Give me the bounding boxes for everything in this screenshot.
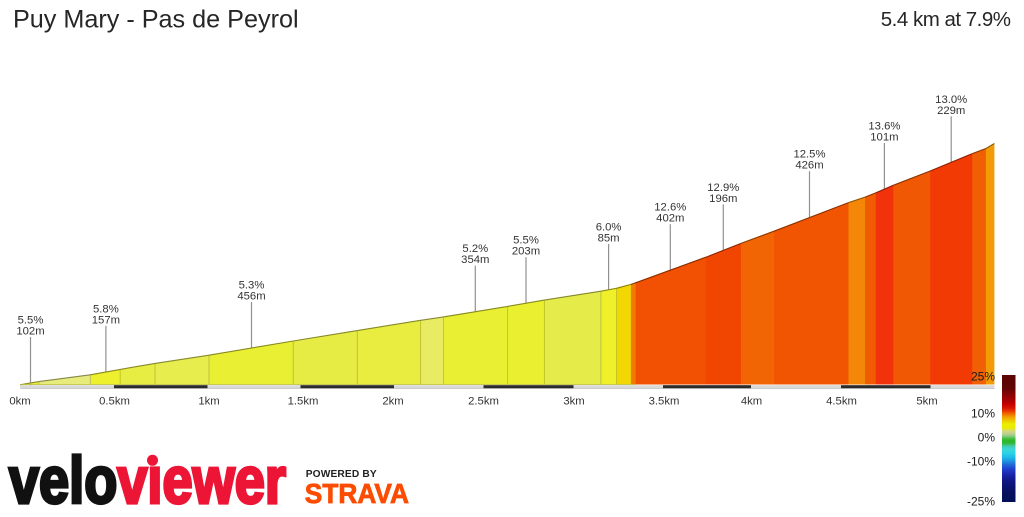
svg-text:3km: 3km (563, 395, 584, 407)
svg-text:12.5%: 12.5% (793, 149, 825, 161)
svg-text:5.4 km at 7.9%: 5.4 km at 7.9% (881, 8, 1011, 31)
svg-text:426m: 426m (795, 160, 823, 172)
svg-text:157m: 157m (92, 314, 120, 326)
svg-text:354m: 354m (461, 254, 489, 266)
svg-text:10%: 10% (971, 407, 995, 421)
svg-text:0.5km: 0.5km (99, 395, 130, 407)
svg-text:1km: 1km (198, 395, 219, 407)
svg-text:4.5km: 4.5km (826, 395, 857, 407)
svg-text:229m: 229m (937, 105, 965, 117)
svg-text:POWERED BY: POWERED BY (306, 469, 377, 480)
svg-text:6.0%: 6.0% (596, 221, 622, 233)
svg-text:0km: 0km (9, 395, 30, 407)
svg-text:STRAVA: STRAVA (305, 479, 409, 510)
svg-text:0%: 0% (978, 431, 996, 445)
svg-text:5km: 5km (916, 395, 937, 407)
svg-text:5.5%: 5.5% (18, 315, 44, 327)
svg-text:2.5km: 2.5km (468, 395, 499, 407)
svg-text:85m: 85m (598, 232, 620, 244)
svg-text:-10%: -10% (967, 455, 995, 469)
svg-text:102m: 102m (16, 326, 44, 338)
svg-text:-25%: -25% (967, 495, 995, 509)
svg-text:12.9%: 12.9% (707, 182, 739, 194)
svg-text:456m: 456m (237, 291, 265, 303)
svg-text:25%: 25% (971, 370, 995, 384)
svg-text:101m: 101m (870, 132, 898, 144)
svg-text:5.3%: 5.3% (239, 280, 265, 292)
svg-text:13.0%: 13.0% (935, 94, 967, 106)
svg-text:5.8%: 5.8% (93, 303, 119, 315)
svg-text:Puy Mary - Pas de Peyrol: Puy Mary - Pas de Peyrol (13, 6, 299, 34)
svg-text:402m: 402m (656, 213, 684, 225)
svg-text:1.5km: 1.5km (288, 395, 319, 407)
svg-text:196m: 196m (709, 193, 737, 205)
svg-text:3.5km: 3.5km (649, 395, 680, 407)
svg-text:4km: 4km (741, 395, 762, 407)
svg-text:203m: 203m (512, 246, 540, 258)
svg-text:5.5%: 5.5% (513, 235, 539, 247)
svg-text:veloviewer: veloviewer (9, 444, 286, 512)
svg-text:12.6%: 12.6% (654, 202, 686, 214)
svg-text:5.2%: 5.2% (462, 243, 488, 255)
svg-text:13.6%: 13.6% (868, 121, 900, 133)
svg-text:2km: 2km (382, 395, 403, 407)
